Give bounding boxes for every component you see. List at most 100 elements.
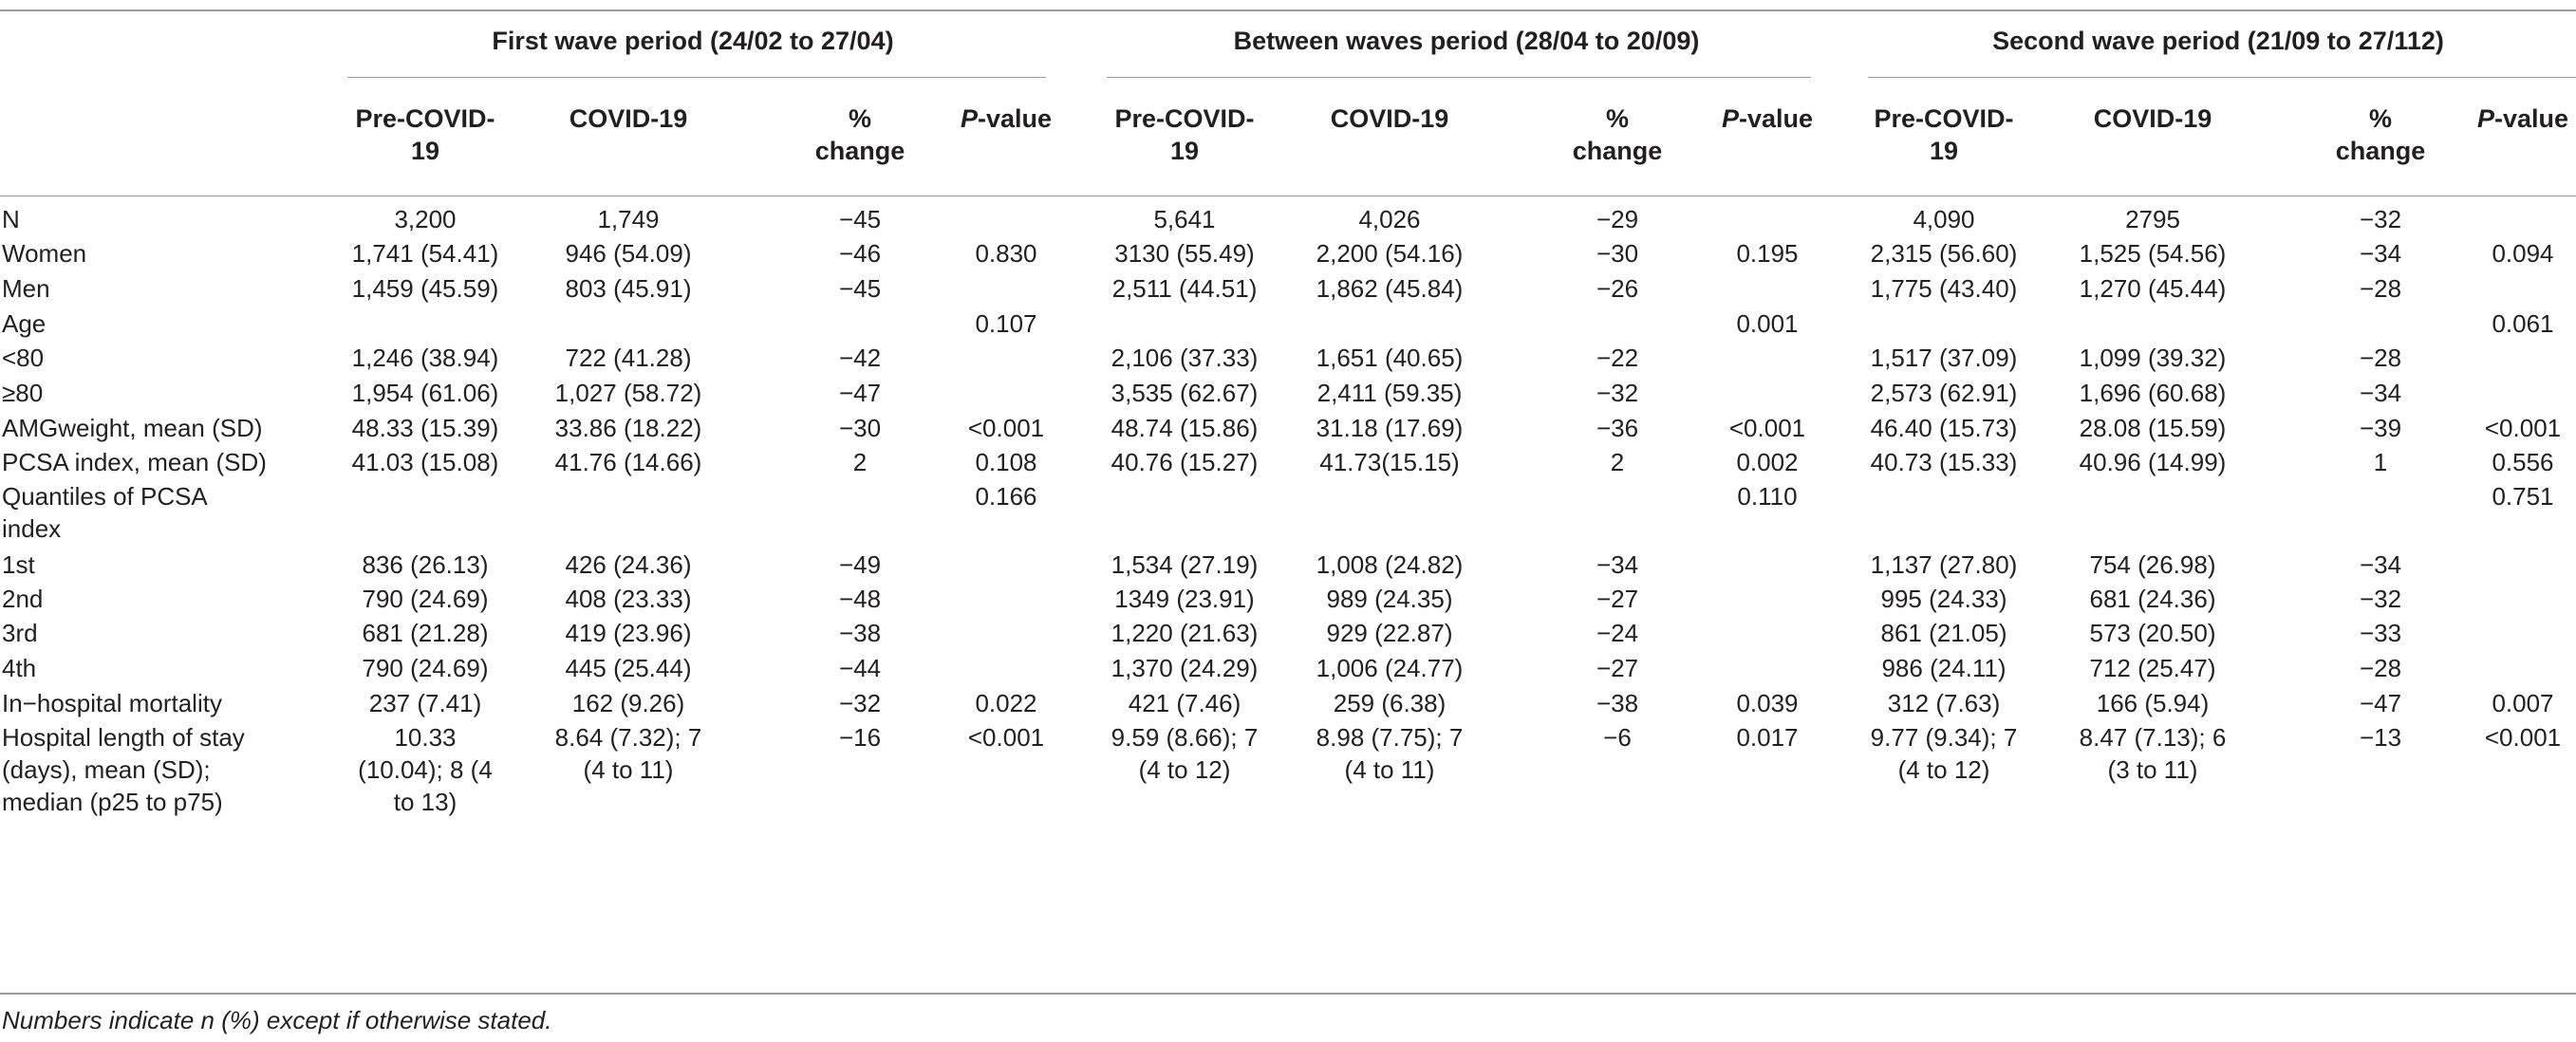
table-cell: −49 [838, 550, 882, 579]
table-cell: 31.18 (17.69) [1316, 414, 1464, 442]
table-cell: −34 [2359, 239, 2402, 268]
row-label: 4th [2, 654, 37, 682]
row-label: PCSA index, mean (SD) [2, 448, 267, 476]
table-cell: <0.001 [967, 414, 1045, 442]
table-cell: 0.001 [1736, 309, 1799, 338]
table-cell: −38 [838, 619, 882, 647]
table-cell: 790 (24.69) [362, 654, 489, 682]
table-cell: 41.03 (15.08) [351, 448, 499, 476]
col-header-pre-covid: Pre-COVID- 19 [1874, 104, 2014, 165]
table-cell: −30 [1596, 239, 1639, 268]
table-cell: −32 [1596, 379, 1639, 407]
table-cell: −26 [1596, 274, 1639, 303]
table-cell: 946 (54.09) [565, 239, 692, 268]
table-cell: −32 [838, 689, 882, 717]
table-cell: −24 [1596, 619, 1639, 647]
table-cell: 1,862 (45.84) [1316, 274, 1464, 303]
table-cell: 712 (25.47) [2089, 654, 2216, 682]
table-cell: 445 (25.44) [565, 654, 692, 682]
table-cell: 1,099 (39.32) [2079, 344, 2227, 372]
table-cell: 408 (23.33) [565, 585, 692, 613]
col-header-pre-covid: Pre-COVID- 19 [355, 104, 495, 165]
col-header-covid: COVID-19 [569, 104, 688, 133]
table-cell: 1,517 (37.09) [1870, 344, 2018, 372]
table-cell: 40.73 (15.33) [1870, 448, 2018, 476]
table-cell: 1,954 (61.06) [351, 379, 499, 407]
table-cell: 681 (21.28) [362, 619, 489, 647]
header-rule [0, 195, 2576, 196]
row-label: 2nd [2, 585, 44, 613]
table-cell: −16 [838, 723, 882, 752]
table-cell: 1,008 (24.82) [1316, 550, 1464, 579]
table-cell: −36 [1596, 414, 1639, 442]
table-cell: 0.039 [1736, 689, 1799, 717]
table-cell: 861 (21.05) [1880, 619, 2007, 647]
row-label: In−hospital mortality [2, 689, 222, 717]
table-cell: 995 (24.33) [1880, 585, 2007, 613]
table-cell: 426 (24.36) [565, 550, 692, 579]
table-cell: 8.47 (7.13); 6 (3 to 11) [2079, 723, 2227, 784]
group-title-first-wave: First wave period (24/02 to 27/04) [492, 27, 894, 55]
table-cell: 0.107 [975, 309, 1037, 338]
table-cell: 2,200 (54.16) [1316, 239, 1464, 268]
table-cell: 754 (26.98) [2089, 550, 2216, 579]
bottom-rule [0, 993, 2576, 995]
table-cell: 0.002 [1736, 448, 1799, 476]
table-cell: 573 (20.50) [2089, 619, 2216, 647]
table-cell: 986 (24.11) [1881, 654, 2007, 682]
table-cell: 0.830 [975, 239, 1037, 268]
table-cell: 2 [1610, 448, 1625, 476]
table-cell: 2,106 (37.33) [1111, 344, 1259, 372]
table-cell: −47 [838, 379, 882, 407]
table-cell: −39 [2359, 414, 2402, 442]
top-rule [0, 9, 2576, 11]
table-cell: 0.108 [975, 448, 1037, 476]
row-label: 3rd [2, 619, 38, 647]
table-cell: 162 (9.26) [571, 689, 685, 717]
table-cell: −48 [838, 585, 882, 613]
row-label: N [2, 205, 20, 233]
table-cell: −32 [2359, 205, 2402, 233]
table-cell: 1,137 (27.80) [1870, 550, 2018, 579]
table-cell: −28 [2359, 654, 2402, 682]
table-cell: −42 [838, 344, 882, 372]
row-label: ≥80 [2, 379, 44, 407]
col-header-pct-change: % change [1572, 104, 1663, 165]
table-cell: 1,696 (60.68) [2079, 379, 2227, 407]
table-cell: 1,459 (45.59) [351, 274, 499, 303]
table-cell: −47 [2359, 689, 2402, 717]
table-cell: −27 [1596, 585, 1639, 613]
table-footnote: Numbers indicate n (%) except if otherwi… [2, 1006, 552, 1034]
table-cell: 28.08 (15.59) [2079, 414, 2227, 442]
table-cell: 0.061 [2492, 309, 2554, 338]
row-label: Women [2, 239, 87, 268]
table-cell: 40.76 (15.27) [1111, 448, 1259, 476]
table-cell: 1,370 (24.29) [1111, 654, 1259, 682]
table-cell: 421 (7.46) [1128, 689, 1241, 717]
table-cell: 803 (45.91) [565, 274, 692, 303]
table-cell: 2,315 (56.60) [1870, 239, 2018, 268]
table-cell: 9.77 (9.34); 7 (4 to 12) [1870, 723, 2018, 784]
table-cell: 0.556 [2492, 448, 2554, 476]
table-cell: 1,775 (43.40) [1870, 274, 2018, 303]
table-cell: 5,641 [1153, 205, 1216, 233]
row-label: <80 [2, 344, 45, 372]
table-cell: 4,090 [1913, 205, 1975, 233]
table-cell: 1349 (23.91) [1114, 585, 1255, 613]
table-cell: 312 (7.63) [1887, 689, 2001, 717]
table-cell: 4,026 [1358, 205, 1421, 233]
table-cell: −38 [1596, 689, 1639, 717]
table-cell: 1,651 (40.65) [1316, 344, 1464, 372]
table-cell: 1,220 (21.63) [1111, 619, 1259, 647]
table-cell: 2,511 (44.51) [1111, 274, 1258, 303]
col-header-p-value: P-value [2476, 104, 2569, 133]
table-cell: 1 [2373, 448, 2388, 476]
row-label: AMGweight, mean (SD) [2, 414, 263, 442]
table-cell: 41.73(15.15) [1319, 448, 1460, 476]
table-cell: −34 [1596, 550, 1639, 579]
table-cell: −33 [2359, 619, 2402, 647]
table-cell: <0.001 [1728, 414, 1806, 442]
table-cell: 3,200 [394, 205, 457, 233]
table-cell: 0.195 [1736, 239, 1799, 268]
table-cell: −28 [2359, 344, 2402, 372]
